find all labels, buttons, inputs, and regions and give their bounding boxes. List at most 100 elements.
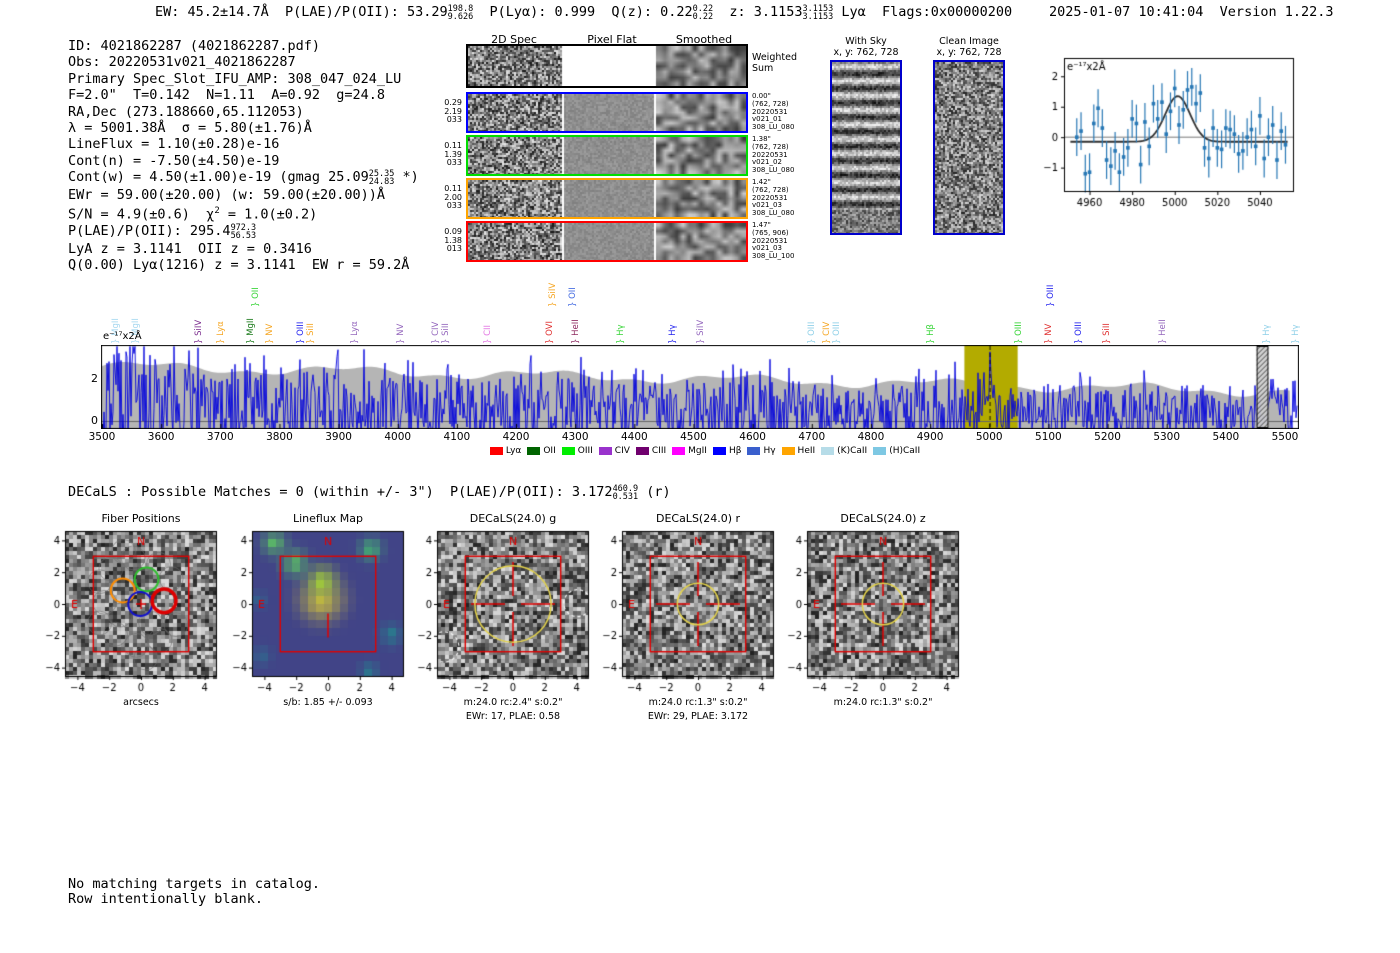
main-xtick: 3600 [147,431,175,443]
info-line-1: ID: 4021862287 (4021862287.pdf) [68,38,419,54]
info-line-4: F=2.0" T=0.142 N=1.11 A=0.92 g=24.8 [68,87,419,103]
line-label-Hγ: } Hγ [1291,324,1302,344]
legend-item: Hγ [747,446,776,456]
with-sky-image [830,60,902,235]
spec2d-row-right-labels: Weighted Sum [752,52,812,74]
text-segment: P(Lyα): 0.999 Q(z): 0.22 [473,4,693,20]
spec2d-row-right-labels: 1.42" (762, 728) 20220531 v021_03 308_LU_080 [752,178,812,218]
spec2d-row [466,178,748,219]
main-xtick: 5000 [975,431,1003,443]
clean-image-title: Clean Image x, y: 762, 728 [923,36,1015,58]
spec2d-header-pixelflat: Pixel Flat [587,33,637,46]
legend-item: Lyα [489,446,522,456]
line-label-NV: } NV [264,323,275,344]
spec2d-right-label: 308_LU_100 [752,252,795,261]
legend-swatch [527,447,541,455]
spec2d-left-label: 0.29 [444,98,462,107]
spec2d-right-label: 20220531 [752,107,788,116]
line-label-OIII: } OIII [1045,284,1056,307]
line-label-Hβ: } Hβ [925,324,936,344]
spec2d-row-right-labels: 1.47" (765, 906) 20220531 v021_03 308_LU_100 [752,221,812,261]
legend-label: MgII [688,446,707,456]
line-label-CII: } CII [482,324,493,344]
legend-swatch [672,447,686,455]
stacked-value: 0.22 0.22 [692,4,714,22]
stacked-value: 3.1153 3.1153 [803,4,834,22]
main-xtick: 5100 [1035,431,1062,443]
main-xtick: 3900 [325,431,352,443]
legend-label: Lyα [505,446,522,456]
text-segment: Obs: 20220531v021_4021862287 [68,54,296,71]
main-xtick: 5500 [1271,431,1299,443]
spec2d-left-label: 0.09 [444,227,462,236]
text-segment: F=2.0" T=0.142 N=1.11 A=0.92 g=24.8 [68,87,385,104]
info-line-6: λ = 5001.38Å σ = 5.80(±1.76)Å [68,120,419,136]
stacked-lower: 0.22 [692,12,714,22]
legend-label: (H)CaII [889,446,921,456]
decals-match-line: DECaLS : Possible Matches = 0 (within +/… [68,484,671,502]
spec2d-right-label: (762, 728) [752,99,789,108]
info-line-3: Primary Spec_Slot_IFU_AMP: 308_047_024_L… [68,71,419,87]
cutout-canvas-fiber [35,526,225,696]
spec2d-right-label: Weighted [752,52,797,63]
stacked-value: 25.35 24.83 [369,170,395,187]
stacked-lower: 56.53 [230,231,257,242]
line-label-CIV: } CIV [430,321,441,344]
line-label-OIII: } OIII [832,321,843,344]
legend-label: HeII [797,446,816,456]
cutout-title-g: DECaLS(24.0) g [469,512,557,525]
line-label-NV: } NV [395,323,406,344]
footer-line-1: No matching targets in catalog. [68,876,320,892]
line-label-SiIV: } SiIV [696,319,707,344]
spec2d-left-label: 1.39 [444,149,462,159]
cutout-caption1-z: m:24.0 rc:1.3" s:0.2" [833,697,933,708]
legend-item: OIII [561,446,593,456]
main-xtick: 4900 [916,431,944,443]
cutout-title-z: DECaLS(24.0) z [840,512,926,525]
legend-swatch [781,447,795,455]
with-sky-canvas [832,62,900,233]
stacked-upper: 25.35 [368,168,395,179]
line-label-Hγ: } Hγ [668,324,679,344]
line-label-OVI: } OVI [544,321,555,344]
line-label-MgII: } MgII [246,318,257,344]
line-label-HeII: } HeII [1157,319,1168,344]
line-label-Hγ: } Hγ [616,324,627,344]
info-line-7: LineFlux = 1.10(±0.28)e-16 [68,136,419,152]
legend-item: CIII [635,446,666,456]
cutout-canvas-lineflux [222,526,412,696]
spec2d-right-label: 1.42" [752,178,771,186]
main-xtick: 4700 [798,431,826,443]
with-sky-title-text: With Sky [845,36,887,47]
spec2d-right-label: 0.00" [752,92,771,100]
spec2d-left-label: 1.38 [444,235,462,245]
text-segment: (r) [638,484,671,500]
main-xtick: 4100 [443,431,471,443]
line-label-NV: } NV [1043,323,1054,344]
legend-swatch [598,447,612,455]
main-xtick: 4000 [384,431,412,443]
text-segment: DECaLS : Possible Matches = 0 (within +/… [68,484,613,500]
info-line-11: S/N = 4.9(±0.6) χ2 = 1.0(±0.2) [68,203,419,223]
stacked-lower: 0.531 [612,492,639,502]
line-label-OIII: } OIII [1074,321,1085,344]
text-segment: λ = 5001.38Å σ = 5.80(±1.76)Å [68,120,312,137]
spec2d-right-label: 20220531 [752,236,788,245]
spec2d-left-label: 033 [446,158,462,168]
text-segment: LyA z = 3.1141 OII z = 0.3416 [68,240,312,257]
clean-image [933,60,1005,235]
spec2d-row-left-labels: 0.29 2.19 033 [432,98,462,125]
text-segment: P(LAE)/P(OII): 295.4 [68,223,231,240]
legend-item: MgII [672,446,707,456]
cutout-caption2-g: EWr: 17, PLAE: 0.58 [465,711,561,722]
stacked-upper: 972.3 [230,222,257,233]
emission-line-legend: Lyα OII OIII CIV CIII MgII Hβ Hγ HeII (K)CaII (H)C… [396,446,1014,456]
legend-swatch [821,447,835,455]
info-line-13: LyA z = 3.1141 OII z = 0.3416 [68,241,419,257]
info-line-14: Q(0.00) Lyα(1216) z = 3.1141 EW r = 59.2… [68,257,419,273]
line-label-HeII: } HeII [570,319,581,344]
stacked-value: 972.3 56.53 [231,224,257,241]
legend-label: Hβ [728,446,742,456]
info-line-2: Obs: 20220531v021_4021862287 [68,54,419,70]
legend-label: Hγ [763,446,776,456]
